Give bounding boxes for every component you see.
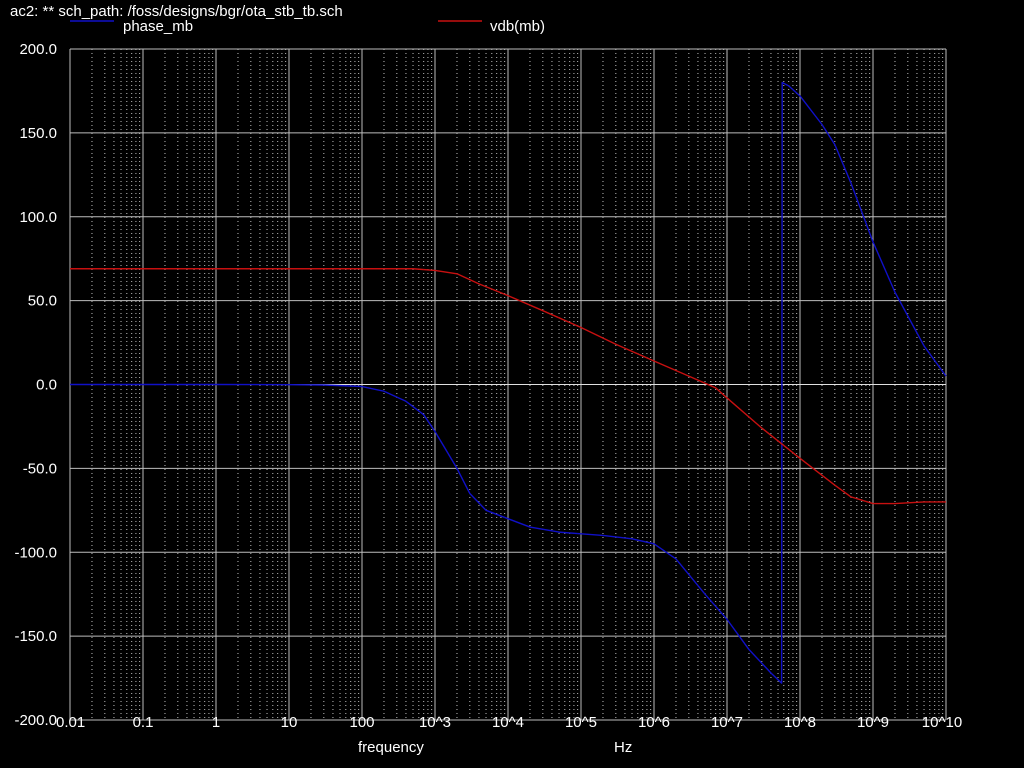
y-tick-label: 50.0 xyxy=(28,293,57,310)
window-title: ac2: ** sch_path: /foss/designs/bgr/ota_… xyxy=(10,3,343,20)
series-lines xyxy=(70,81,947,684)
x-tick-label: 10^5 xyxy=(565,714,597,731)
series-line-phase-mb xyxy=(70,81,947,684)
x-tick-label: 10^4 xyxy=(492,714,524,731)
y-tick-label: -150.0 xyxy=(14,628,57,645)
x-tick-label: 10^8 xyxy=(784,714,816,731)
y-tick-label: 100.0 xyxy=(19,209,57,226)
x-tick-label: 0.01 xyxy=(56,714,85,731)
y-tick-label: -200.0 xyxy=(14,712,57,729)
legend-label: phase_mb xyxy=(123,18,193,35)
x-tick-label: 10^10 xyxy=(922,714,962,731)
x-axis-label: frequency xyxy=(358,739,424,756)
x-tick-label: 10^3 xyxy=(419,714,451,731)
x-tick-label: 10^9 xyxy=(857,714,889,731)
x-tick-label: 0.1 xyxy=(133,714,154,731)
axis-tick-labels: 200.0 150.0 100.0 50.0 0.0 -50.0 -100.0 -150.0 -… xyxy=(14,41,962,731)
y-tick-label: -50.0 xyxy=(23,460,57,477)
x-tick-label: 10 xyxy=(281,714,298,731)
legend-label: vdb(mb) xyxy=(490,18,545,35)
y-tick-label: 200.0 xyxy=(19,41,57,58)
x-tick-label: 100 xyxy=(349,714,374,731)
legend: phase_mb vdb(mb) xyxy=(70,18,545,35)
y-tick-label: 150.0 xyxy=(19,125,57,142)
x-tick-label: 1 xyxy=(212,714,220,731)
y-tick-label: -100.0 xyxy=(14,544,57,561)
series-line-vdb-mb- xyxy=(70,268,946,505)
x-axis-unit: Hz xyxy=(614,739,632,756)
x-tick-label: 10^6 xyxy=(638,714,670,731)
x-tick-label: 10^7 xyxy=(711,714,743,731)
y-tick-label: 0.0 xyxy=(36,377,57,394)
